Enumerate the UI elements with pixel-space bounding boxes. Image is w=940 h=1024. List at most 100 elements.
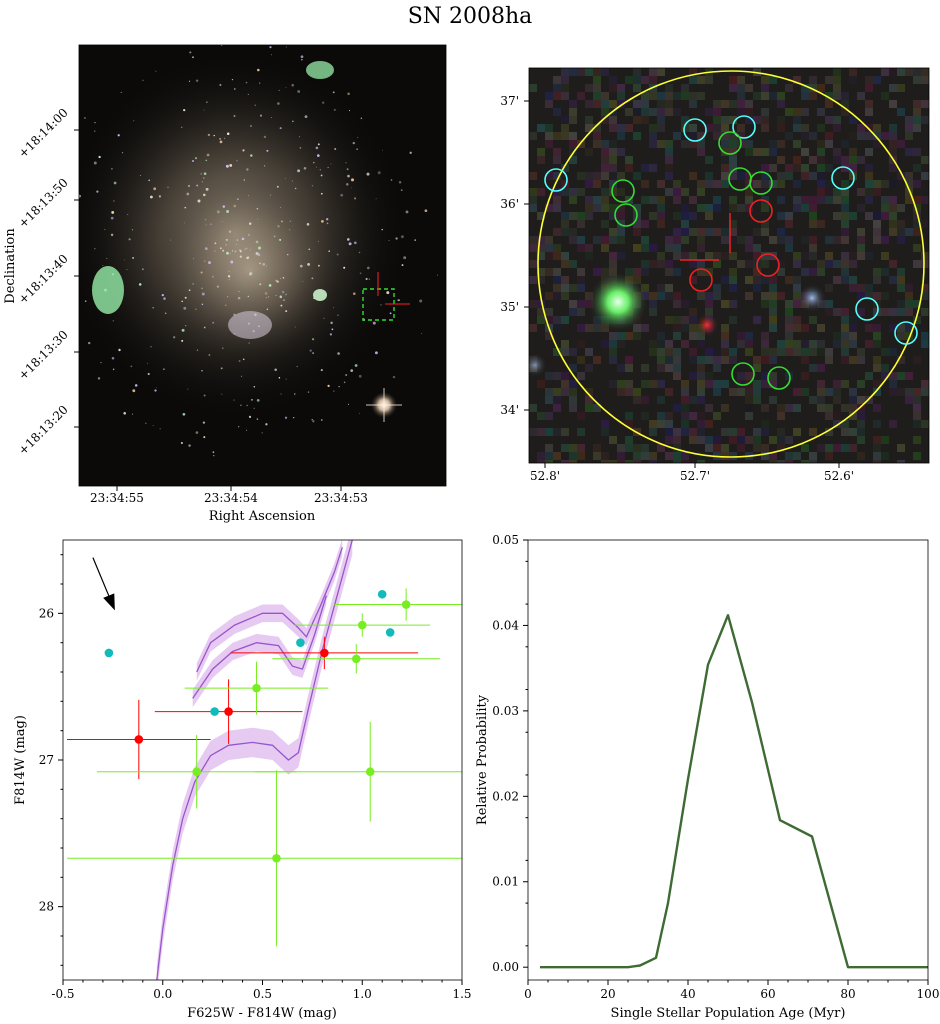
zoom-pixel xyxy=(585,348,593,356)
galaxy-star xyxy=(187,388,189,390)
galaxy-star xyxy=(201,287,203,290)
zoom-pixel xyxy=(777,340,785,348)
zoom-pixel xyxy=(841,92,849,100)
zoom-pixel xyxy=(673,236,681,244)
zoom-pixel xyxy=(849,356,857,364)
zoom-pixel xyxy=(649,124,657,132)
zoom-pixel xyxy=(585,116,593,124)
galaxy-star xyxy=(386,291,390,295)
zoom-pixel xyxy=(593,356,601,364)
zoom-pixel xyxy=(537,148,545,156)
zoom-pixel xyxy=(537,156,545,164)
galaxy-star xyxy=(142,79,144,81)
zoom-pixel xyxy=(833,236,841,244)
galaxy-star xyxy=(256,399,260,402)
galaxy-star xyxy=(226,251,229,255)
age-xtick-label: 100 xyxy=(917,987,940,1001)
zoom-pixel xyxy=(601,164,609,172)
zoom-pixel xyxy=(873,404,881,412)
zoom-pixel xyxy=(905,124,913,132)
zoom-pixel xyxy=(641,116,649,124)
zoom-pixel xyxy=(721,180,729,188)
zoom-pixel xyxy=(545,356,553,364)
zoom-pixel xyxy=(761,228,769,236)
zoom-pixel xyxy=(913,76,921,84)
zoom-pixel xyxy=(545,372,553,380)
zoom-pixel xyxy=(553,132,561,140)
galaxy-star xyxy=(185,325,187,327)
zoom-pixel xyxy=(729,348,737,356)
zoom-pixel xyxy=(745,372,753,380)
zoom-pixel xyxy=(665,292,673,300)
zoom-pixel xyxy=(561,380,569,388)
galaxy-star xyxy=(204,218,207,221)
zoom-pixel xyxy=(721,300,729,308)
zoom-pixel xyxy=(641,268,649,276)
zoom-pixel xyxy=(889,84,897,92)
galaxy-star xyxy=(156,387,158,388)
zoom-pixel xyxy=(729,388,737,396)
zoom-pixel xyxy=(785,308,793,316)
galaxy-star xyxy=(279,207,281,208)
zoom-pixel xyxy=(569,68,577,76)
zoom-pixel xyxy=(561,180,569,188)
zoom-pixel xyxy=(745,148,753,156)
zoom-pixel xyxy=(697,412,705,420)
zoom-pixel xyxy=(585,244,593,252)
galaxy-star xyxy=(249,249,251,251)
zoom-pixel xyxy=(625,124,633,132)
zoom-pixel xyxy=(817,220,825,228)
zoom-pixel xyxy=(545,332,553,340)
zoom-pixel xyxy=(809,156,817,164)
zoom-pixel xyxy=(833,308,841,316)
zoom-pixel xyxy=(617,84,625,92)
zoom-pixel xyxy=(849,284,857,292)
zoom-pixel xyxy=(769,300,777,308)
galaxy-star xyxy=(247,93,249,95)
zoom-pixel xyxy=(585,204,593,212)
zoom-pixel xyxy=(641,380,649,388)
zoom-pixel xyxy=(793,284,801,292)
galaxy-star xyxy=(346,183,349,186)
zoom-pixel xyxy=(769,148,777,156)
zoom-pixel xyxy=(625,76,633,84)
galaxy-star xyxy=(381,149,383,151)
zoom-pixel xyxy=(833,172,841,180)
galaxy-star xyxy=(368,278,370,280)
zoom-pixel xyxy=(841,404,849,412)
zoom-pixel xyxy=(681,316,689,324)
zoom-pixel xyxy=(569,348,577,356)
zoom-pixel xyxy=(609,212,617,220)
zoom-pixel xyxy=(593,140,601,148)
zoom-pixel xyxy=(569,444,577,452)
zoom-pixel xyxy=(745,332,753,340)
zoom-pixel xyxy=(825,444,833,452)
zoom-pixel xyxy=(881,348,889,356)
zoom-pixel xyxy=(689,172,697,180)
zoom-pixel xyxy=(753,316,761,324)
cyan-source-circle xyxy=(732,115,756,139)
zoom-pixel xyxy=(665,100,673,108)
zoom-pixel xyxy=(913,396,921,404)
zoom-pixel xyxy=(681,228,689,236)
galaxy-star xyxy=(343,381,346,384)
zoom-pixel xyxy=(649,380,657,388)
zoom-pixel xyxy=(689,100,697,108)
zoom-pixel xyxy=(913,356,921,364)
galaxy-star xyxy=(299,264,303,268)
galaxy-star xyxy=(253,386,256,388)
zoom-pixel xyxy=(665,420,673,428)
zoom-pixel xyxy=(673,348,681,356)
galaxy-star xyxy=(247,195,249,197)
galaxy-star xyxy=(250,124,252,127)
zoom-pixel xyxy=(665,356,673,364)
cmd-ytick-label: 26 xyxy=(39,606,54,620)
galaxy-star xyxy=(237,296,241,300)
age-xtick-label: 80 xyxy=(840,987,855,1001)
zoom-pixel xyxy=(801,356,809,364)
zoom-pixel xyxy=(833,116,841,124)
zoom-pixel xyxy=(569,196,577,204)
zoom-pixel xyxy=(801,84,809,92)
galaxy-star xyxy=(246,429,248,431)
